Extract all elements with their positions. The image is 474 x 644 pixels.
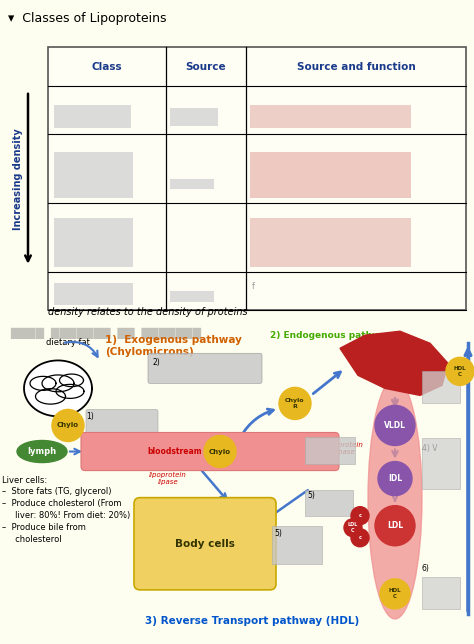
Text: Chylo
R: Chylo R: [285, 398, 305, 409]
Text: 4) V: 4) V: [422, 444, 438, 453]
FancyBboxPatch shape: [134, 498, 276, 590]
Bar: [272, 526, 322, 564]
Text: HDL
C: HDL C: [389, 589, 401, 600]
Circle shape: [52, 410, 84, 442]
Bar: [305, 489, 353, 516]
Polygon shape: [24, 361, 92, 416]
Text: 2) Endogenous pathway (: 2) Endogenous pathway (: [270, 331, 400, 340]
Text: LDL: LDL: [387, 521, 403, 530]
Bar: [305, 437, 355, 464]
Text: f: f: [252, 282, 255, 291]
Text: dietary fat: dietary fat: [46, 338, 90, 347]
Bar: [250, 105, 411, 128]
Circle shape: [351, 529, 369, 547]
Text: 3) Reverse Transport pathway (HDL): 3) Reverse Transport pathway (HDL): [145, 616, 359, 626]
Circle shape: [279, 388, 311, 419]
Text: 3): 3): [422, 359, 430, 368]
Polygon shape: [340, 331, 448, 395]
FancyBboxPatch shape: [86, 410, 158, 435]
Text: ▾  Classes of Lipoproteins: ▾ Classes of Lipoproteins: [8, 12, 166, 25]
Text: Increasing density: Increasing density: [13, 128, 23, 230]
Text: bloodstream: bloodstream: [148, 447, 202, 456]
Text: lipoprotein
lipase: lipoprotein lipase: [326, 442, 364, 455]
Circle shape: [378, 462, 412, 496]
Bar: [170, 108, 218, 126]
FancyBboxPatch shape: [81, 433, 339, 471]
Circle shape: [204, 435, 236, 468]
Circle shape: [344, 518, 362, 536]
Circle shape: [351, 507, 369, 525]
Text: lipoprotein
lipase: lipoprotein lipase: [149, 471, 187, 485]
Text: 1): 1): [86, 412, 94, 421]
Text: Source: Source: [186, 62, 226, 71]
Text: VLDL: VLDL: [384, 421, 406, 430]
Bar: [422, 372, 460, 403]
Text: 5): 5): [307, 491, 315, 500]
Text: ████  ███████  ██  ███████: ████ ███████ ██ ███████: [10, 328, 201, 339]
Bar: [250, 151, 411, 198]
Text: 6): 6): [422, 564, 430, 573]
Text: Class: Class: [91, 62, 122, 71]
Text: IDL: IDL: [388, 474, 402, 483]
Text: Body cells: Body cells: [175, 539, 235, 549]
Bar: [54, 151, 133, 198]
Text: LDL
C: LDL C: [348, 522, 358, 533]
Ellipse shape: [368, 378, 422, 619]
Circle shape: [380, 579, 410, 609]
Bar: [422, 577, 460, 609]
Ellipse shape: [17, 440, 67, 462]
Text: c: c: [358, 535, 362, 540]
Text: HDL
C: HDL C: [454, 366, 466, 377]
Circle shape: [375, 506, 415, 545]
Bar: [250, 218, 411, 267]
Bar: [54, 283, 133, 305]
Text: Chylo: Chylo: [57, 422, 79, 428]
Text: 5): 5): [274, 529, 282, 538]
Text: c: c: [358, 513, 362, 518]
Text: lymph: lymph: [27, 447, 56, 456]
Text: density relates to the density of proteins: density relates to the density of protei…: [48, 307, 247, 317]
Text: Source and function: Source and function: [297, 62, 415, 71]
Bar: [54, 105, 131, 128]
Text: 1)  Exogenous pathway
(Chylomicrons): 1) Exogenous pathway (Chylomicrons): [105, 336, 242, 357]
Bar: [422, 439, 460, 489]
FancyBboxPatch shape: [148, 354, 262, 383]
Circle shape: [375, 406, 415, 446]
Text: Chylo: Chylo: [209, 448, 231, 455]
Bar: [54, 218, 133, 267]
Text: Liver cells:
–  Store fats (TG, glycerol)
–  Produce cholesterol (From
     live: Liver cells: – Store fats (TG, glycerol)…: [2, 475, 130, 544]
Bar: [48, 48, 466, 310]
Circle shape: [446, 357, 474, 385]
Text: 2): 2): [153, 358, 161, 367]
Bar: [170, 291, 214, 302]
Bar: [170, 179, 214, 189]
